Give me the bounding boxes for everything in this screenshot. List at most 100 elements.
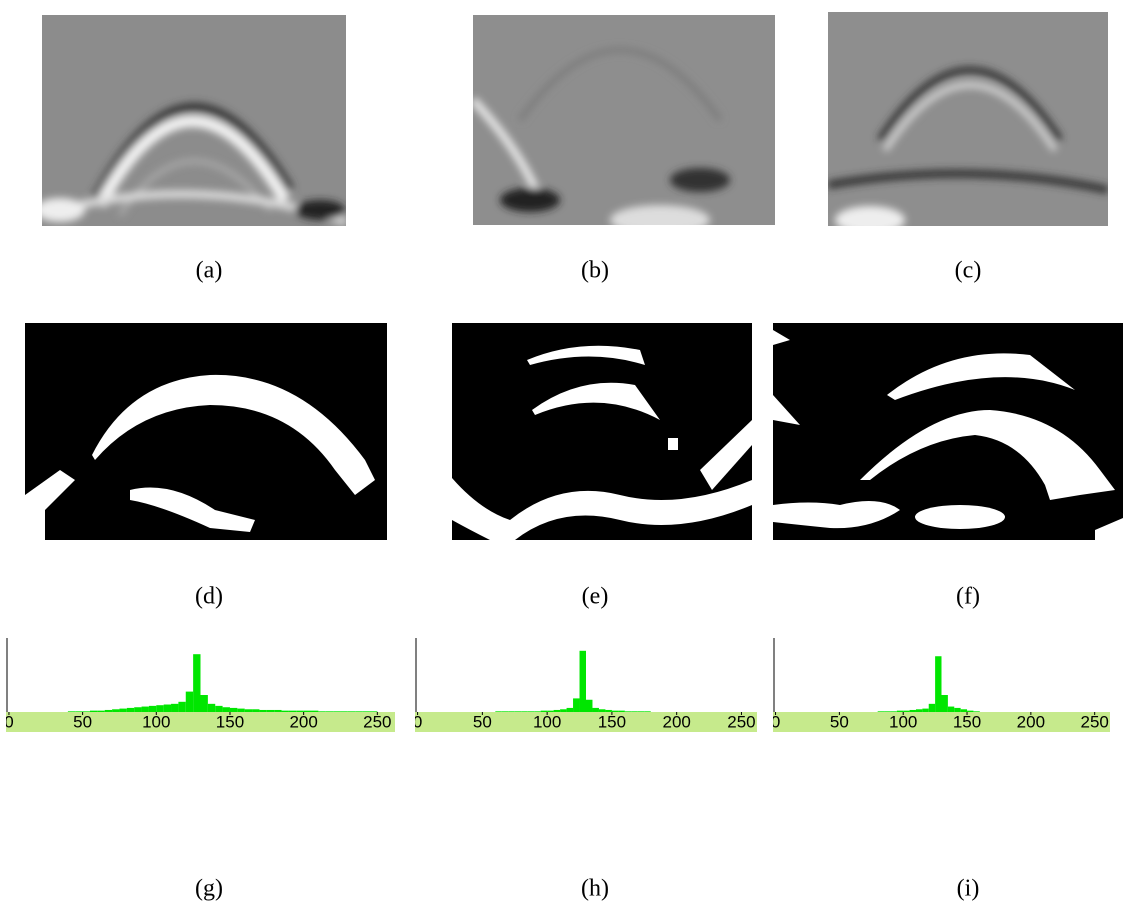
caption: (a)	[196, 258, 223, 284]
image-b	[473, 15, 775, 225]
caption: (g)	[195, 876, 223, 902]
bar	[141, 706, 149, 712]
bar	[877, 711, 885, 712]
bar	[960, 709, 968, 712]
x-tick-label: 0	[771, 712, 780, 731]
bar	[104, 709, 113, 712]
bar	[967, 710, 974, 712]
bar	[540, 710, 548, 712]
x-tick-label: 50	[73, 712, 92, 731]
bar	[325, 711, 334, 712]
bar	[922, 708, 929, 712]
histogram: 0 50 100 150 200 250	[4, 638, 395, 732]
bar	[82, 711, 90, 712]
x-tick-label: 50	[473, 712, 492, 731]
bar	[495, 711, 502, 712]
histogram: 0 50 100 150 200 250	[771, 638, 1110, 732]
x-tick-label: 250	[363, 712, 391, 731]
bar	[618, 710, 625, 712]
bar	[207, 703, 216, 712]
bar	[573, 698, 580, 712]
bar	[67, 711, 76, 712]
bar	[605, 709, 612, 712]
bar	[890, 711, 897, 712]
bar	[521, 711, 528, 712]
bar	[973, 711, 980, 712]
caption: (c)	[955, 258, 982, 284]
bar	[592, 707, 599, 712]
bar	[598, 709, 606, 712]
bar	[281, 710, 289, 712]
bar	[126, 707, 135, 712]
caption: (b)	[581, 258, 609, 284]
bar	[333, 711, 341, 712]
bar	[75, 711, 83, 712]
bar	[514, 711, 522, 712]
bar	[303, 710, 312, 712]
bar	[148, 705, 157, 712]
bar	[119, 708, 127, 712]
caption: (f)	[956, 584, 980, 610]
bar	[347, 711, 356, 712]
bar	[229, 707, 238, 712]
caption: (d)	[195, 584, 223, 610]
bar	[586, 699, 593, 712]
bar	[112, 709, 120, 712]
image-e	[452, 323, 752, 540]
bar	[547, 710, 554, 712]
bar	[171, 703, 179, 712]
bar	[222, 707, 230, 712]
image-d	[25, 323, 387, 540]
x-tick-label: 50	[830, 712, 849, 731]
bar	[884, 711, 891, 712]
bar	[97, 710, 105, 712]
bar	[200, 695, 208, 712]
bar	[266, 709, 275, 712]
x-tick-label: 100	[142, 712, 170, 731]
bar	[237, 708, 245, 712]
bar	[637, 711, 645, 712]
bar	[311, 710, 319, 712]
bar	[156, 705, 164, 712]
x-tick-label: 100	[889, 712, 917, 731]
bar	[560, 709, 567, 712]
bar	[928, 703, 936, 712]
bar	[954, 707, 961, 712]
bar	[553, 709, 561, 712]
caption: (e)	[582, 584, 609, 610]
bar	[274, 709, 282, 712]
x-tick-label: 100	[533, 712, 561, 731]
x-tick-label: 200	[1017, 712, 1045, 731]
x-tick-label: 150	[953, 712, 981, 731]
bar	[611, 710, 619, 712]
bar	[134, 707, 142, 712]
bar	[163, 704, 172, 712]
bar	[244, 709, 253, 712]
bar	[215, 705, 223, 712]
bar	[296, 710, 304, 712]
bar	[318, 711, 326, 712]
bar	[185, 691, 194, 712]
x-axis-band	[415, 712, 757, 732]
bar	[935, 656, 942, 712]
histogram: 0 50 100 150 200 250	[415, 638, 757, 732]
bar	[340, 711, 348, 712]
bar	[369, 711, 378, 712]
bar	[288, 710, 297, 712]
image-c	[828, 12, 1108, 226]
bar	[909, 709, 916, 712]
x-tick-label: 0	[4, 712, 13, 731]
bar	[579, 650, 586, 712]
bar	[631, 711, 638, 712]
x-tick-label: 150	[598, 712, 626, 731]
bar	[947, 706, 955, 712]
bar	[252, 709, 260, 712]
bar	[624, 711, 632, 712]
bar	[259, 709, 267, 712]
bar	[501, 711, 509, 712]
bar	[527, 711, 535, 712]
bar	[941, 695, 948, 712]
bar	[178, 701, 186, 712]
